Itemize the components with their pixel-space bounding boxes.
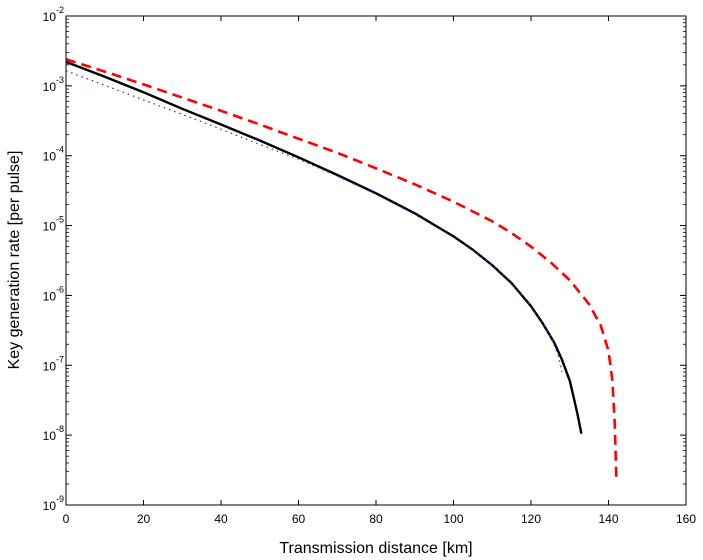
series-layer xyxy=(65,58,618,478)
y-tick-label-exp: -8 xyxy=(56,424,64,434)
y-tick-label-base: 10 xyxy=(43,80,57,94)
plot-background xyxy=(66,16,686,505)
x-tick-label: 20 xyxy=(137,512,151,526)
y-tick-label-exp: -2 xyxy=(56,5,64,15)
plot-frame xyxy=(65,15,687,506)
y-tick-label-base: 10 xyxy=(43,359,57,373)
series-line-solid xyxy=(65,60,583,434)
series-line-dashed xyxy=(65,58,618,478)
y-tick-label-base: 10 xyxy=(43,499,57,513)
y-tick-label-exp: -6 xyxy=(56,284,64,294)
y-tick-label-base: 10 xyxy=(43,10,57,24)
x-tick-label: 100 xyxy=(443,512,463,526)
y-tick-label-base: 10 xyxy=(43,150,57,164)
x-axis-title: Transmission distance [km] xyxy=(279,540,472,557)
x-tick-label: 0 xyxy=(63,512,70,526)
y-tick-label-base: 10 xyxy=(43,289,57,303)
x-tick-label: 120 xyxy=(521,512,541,526)
x-tick-label: 160 xyxy=(676,512,696,526)
x-tick-label: 140 xyxy=(598,512,618,526)
y-tick-label-exp: -3 xyxy=(56,75,64,85)
y-axis-title: Key generation rate [per pulse] xyxy=(6,151,23,370)
y-tick-label-base: 10 xyxy=(43,429,57,443)
x-tick-label: 80 xyxy=(369,512,383,526)
y-tick-label-exp: -9 xyxy=(56,494,64,504)
x-tick-label: 40 xyxy=(214,512,228,526)
y-tick-label-exp: -4 xyxy=(56,145,64,155)
y-tick-label-exp: -7 xyxy=(56,354,64,364)
y-tick-label-exp: -5 xyxy=(56,215,64,225)
x-tick-label: 60 xyxy=(292,512,306,526)
y-tick-label-base: 10 xyxy=(43,220,57,234)
